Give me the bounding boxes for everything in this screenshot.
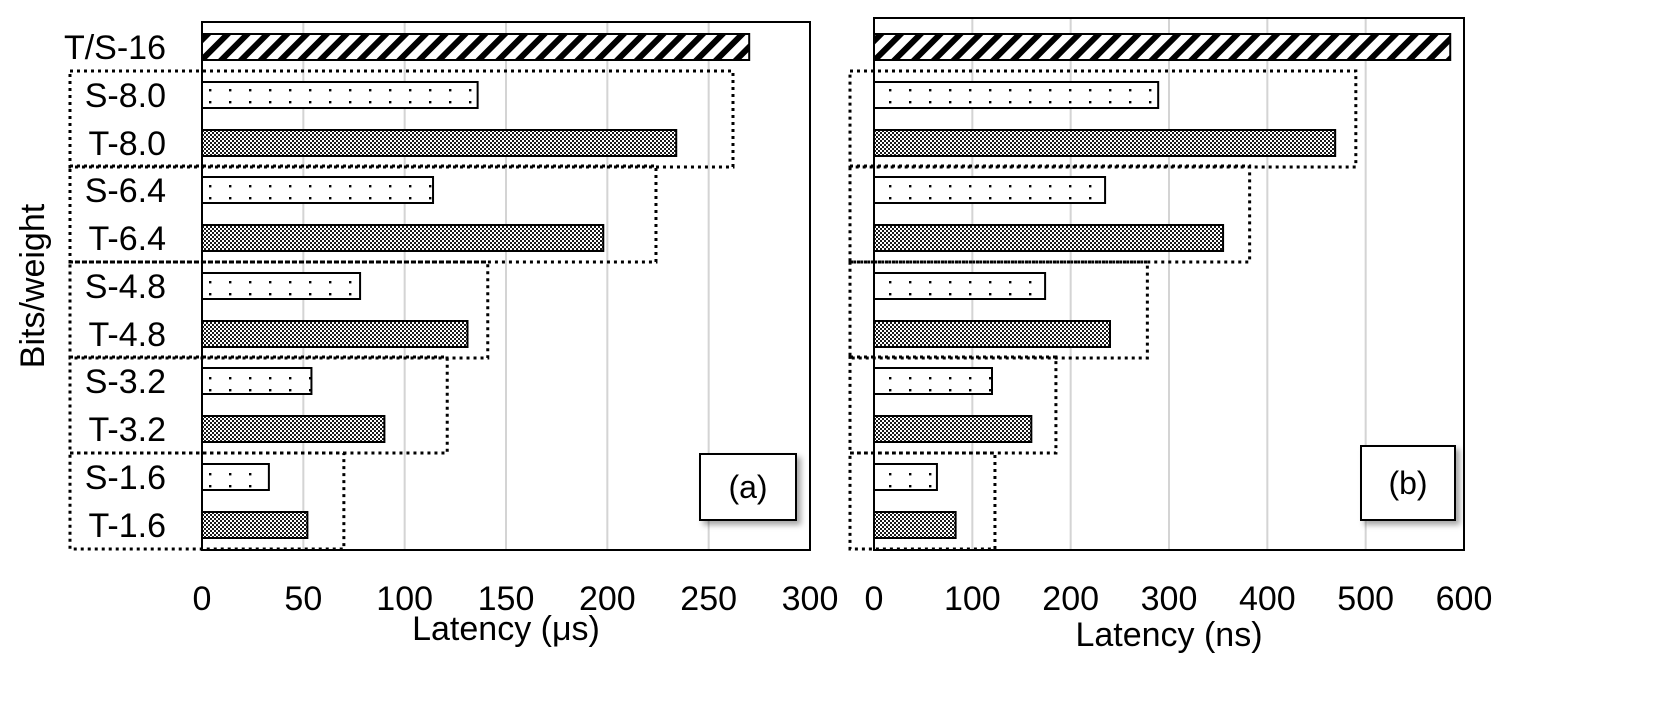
x-tick-label: 250 <box>680 580 737 618</box>
bar-s-6-4 <box>201 176 435 204</box>
x-tick-label: 400 <box>1239 580 1296 618</box>
x-tick-label: 100 <box>376 580 433 618</box>
panel-tag: (b) <box>1388 465 1427 501</box>
bar-s-1-6 <box>873 463 938 491</box>
group-box <box>68 451 346 551</box>
category-label: T-6.4 <box>89 220 166 258</box>
bar-s-8-0 <box>873 81 1160 109</box>
panel-tag-box <box>699 453 797 521</box>
x-tick-label: 300 <box>1141 580 1198 618</box>
bar-s-1-6 <box>201 463 270 491</box>
bar-t-1-6 <box>201 511 309 539</box>
bar-t-8-0 <box>873 129 1337 157</box>
category-label: S-1.6 <box>85 459 166 497</box>
category-label: T-4.8 <box>89 316 166 354</box>
x-axis-title: Latency (ns) <box>1075 616 1262 654</box>
category-label: T-8.0 <box>89 125 166 163</box>
category-label: T-1.6 <box>89 507 166 545</box>
group-box <box>848 355 1058 455</box>
bar-t-4-8 <box>873 320 1111 348</box>
group-box <box>848 260 1149 360</box>
category-label: S-8.0 <box>85 77 166 115</box>
group-box <box>848 164 1252 264</box>
bar-t-6-4 <box>201 224 605 252</box>
bar-s-3-2 <box>873 367 993 395</box>
category-label: S-3.2 <box>85 363 166 401</box>
group-box <box>68 164 658 264</box>
category-label: S-4.8 <box>85 268 166 306</box>
panel-tag: (a) <box>728 469 767 505</box>
bar-s-8-0 <box>201 81 479 109</box>
x-axis-title: Latency (μs) <box>412 610 600 648</box>
group-box <box>68 69 735 169</box>
x-tick-label: 300 <box>782 580 839 618</box>
category-label: T-3.2 <box>89 411 166 449</box>
panel-a: T/S-16 S-8.0 T-8.0 S-6.4 T-6.4 S-4.8 T-4.8 S-3.… <box>64 21 839 648</box>
bar-t-4-8 <box>201 320 469 348</box>
bar-t-1-6 <box>873 511 957 539</box>
group-box <box>848 451 997 551</box>
bar-t-s-16 <box>201 33 751 61</box>
bar-t-8-0 <box>201 129 678 157</box>
panel-b: 0 100 200 300 400 500 600 Latency (ns) (b) <box>848 17 1493 654</box>
category-label: T/S-16 <box>64 29 166 67</box>
bar-s-4-8 <box>873 272 1047 300</box>
x-tick-label: 0 <box>193 580 212 618</box>
x-tick-label: 50 <box>284 580 322 618</box>
bar-s-4-8 <box>201 272 362 300</box>
group-box <box>68 260 490 360</box>
group-box <box>68 355 449 455</box>
bar-t-6-4 <box>873 224 1225 252</box>
x-tick-label: 200 <box>1042 580 1099 618</box>
panel-tag-box <box>1360 445 1456 521</box>
category-label: S-6.4 <box>85 172 166 210</box>
x-tick-label: 500 <box>1337 580 1394 618</box>
x-tick-label: 600 <box>1436 580 1493 618</box>
x-tick-label: 100 <box>944 580 1001 618</box>
bar-t-3-2 <box>873 415 1033 443</box>
x-tick-label: 200 <box>579 580 636 618</box>
bar-t-s-16 <box>873 33 1452 61</box>
bar-t-3-2 <box>201 415 386 443</box>
bar-s-6-4 <box>873 176 1107 204</box>
x-tick-label: 0 <box>865 580 884 618</box>
bar-s-3-2 <box>201 367 313 395</box>
x-tick-label: 150 <box>478 580 535 618</box>
y-axis-title: Bits/weight <box>14 203 52 368</box>
